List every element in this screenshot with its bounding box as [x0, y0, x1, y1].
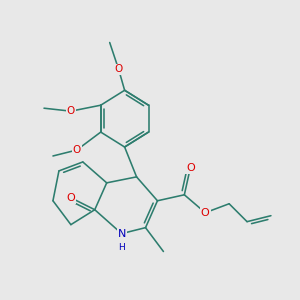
Text: O: O — [73, 145, 81, 155]
Text: H: H — [118, 242, 125, 251]
Text: N: N — [117, 229, 126, 238]
Text: O: O — [67, 106, 75, 116]
Text: O: O — [115, 64, 123, 74]
Text: O: O — [186, 163, 195, 173]
Text: O: O — [67, 193, 75, 203]
Text: O: O — [201, 208, 210, 218]
